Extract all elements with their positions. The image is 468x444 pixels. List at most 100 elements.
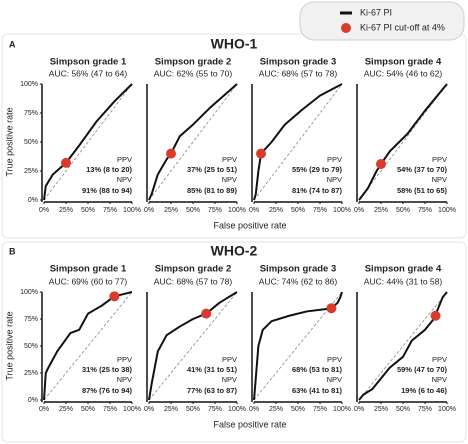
x-tick-label: 0%	[354, 406, 364, 413]
panel-letter: A	[9, 39, 16, 49]
roc-curve	[253, 83, 343, 201]
x-tick-label: 75%	[313, 406, 327, 413]
panel-frame	[1, 241, 467, 443]
y-tick-label: 100%	[20, 289, 38, 296]
subplot-title: Simpson grade 1	[50, 264, 127, 275]
x-tick-label: 100%	[228, 207, 246, 214]
npv-value: 91% (88 to 94)	[82, 186, 133, 195]
x-tick-label: 25%	[59, 406, 73, 413]
panel-frame	[1, 33, 467, 239]
subplot-title: Simpson grade 1	[50, 57, 127, 68]
x-tick-label: 75%	[103, 207, 117, 214]
ppv-value: 55% (29 to 79)	[292, 165, 343, 174]
npv-label: NPV	[432, 175, 447, 184]
x-tick-label: 0%	[144, 406, 154, 413]
subplot-title: Simpson grade 3	[260, 264, 337, 275]
x-axis-label: False positive rate	[213, 419, 286, 429]
ppv-value: 41% (31 to 51)	[187, 365, 238, 374]
x-tick-label: 50%	[396, 406, 410, 413]
panel-title: WHO-2	[211, 243, 258, 259]
y-tick-label: 25%	[24, 370, 38, 377]
x-tick-label: 25%	[59, 207, 73, 214]
panel-letter: B	[9, 246, 16, 256]
ppv-value: 59% (47 to 70)	[397, 365, 448, 374]
subplot-title: Simpson grade 2	[155, 264, 232, 275]
npv-value: 58% (51 to 65)	[397, 186, 448, 195]
ppv-value: 37% (25 to 51)	[187, 165, 238, 174]
ppv-value: 31% (25 to 38)	[82, 365, 133, 374]
auc-label: AUC: 56% (47 to 64)	[49, 68, 128, 78]
roc-curve	[43, 83, 133, 201]
npv-label: NPV	[432, 375, 447, 384]
npv-value: 77% (63 to 87)	[187, 386, 238, 395]
x-tick-label: 75%	[418, 207, 432, 214]
auc-label: AUC: 54% (46 to 62)	[364, 68, 443, 78]
ppv-label: PPV	[327, 155, 342, 164]
x-tick-label: 50%	[81, 207, 95, 214]
npv-value: 81% (74 to 87)	[292, 186, 343, 195]
reference-diagonal	[148, 291, 238, 401]
x-tick-label: 0%	[39, 207, 49, 214]
ppv-label: PPV	[222, 155, 237, 164]
cutoff-point	[61, 157, 71, 168]
x-tick-label: 25%	[269, 207, 283, 214]
cutoff-point	[430, 310, 441, 321]
y-tick-label: 75%	[24, 110, 38, 117]
cutoff-point	[109, 291, 120, 302]
x-tick-label: 100%	[228, 406, 246, 413]
x-tick-label: 0%	[354, 207, 364, 214]
roc-curve	[148, 291, 238, 401]
auc-label: AUC: 44% (31 to 58)	[364, 276, 443, 286]
y-tick-label: 0%	[28, 197, 38, 204]
ppv-value: 54% (37 to 70)	[397, 165, 448, 174]
legend-label: Ki-67 PI	[360, 7, 392, 17]
x-tick-label: 0%	[39, 406, 49, 413]
y-tick-label: 0%	[28, 397, 38, 404]
npv-label: NPV	[117, 175, 132, 184]
cutoff-point	[201, 308, 212, 319]
x-tick-label: 50%	[186, 406, 200, 413]
y-tick-label: 75%	[24, 316, 38, 323]
auc-label: AUC: 74% (62 to 86)	[259, 276, 338, 286]
reference-diagonal	[148, 83, 238, 201]
ppv-label: PPV	[117, 355, 132, 364]
x-tick-label: 0%	[249, 207, 259, 214]
x-tick-label: 50%	[81, 406, 95, 413]
x-tick-label: 50%	[291, 406, 305, 413]
x-tick-label: 100%	[123, 207, 141, 214]
y-tick-label: 50%	[24, 139, 38, 146]
roc-curve	[358, 83, 448, 201]
subplot-title: Simpson grade 4	[365, 264, 442, 275]
npv-label: NPV	[222, 375, 237, 384]
auc-label: AUC: 68% (57 to 78)	[154, 276, 233, 286]
x-tick-label: 75%	[208, 207, 222, 214]
x-tick-label: 100%	[333, 406, 351, 413]
y-tick-label: 50%	[24, 343, 38, 350]
legend-point	[341, 23, 351, 33]
panel-title: WHO-1	[211, 36, 258, 52]
x-tick-label: 25%	[164, 406, 178, 413]
x-tick-label: 0%	[249, 406, 259, 413]
x-tick-label: 50%	[291, 207, 305, 214]
reference-diagonal	[43, 291, 133, 401]
subplot-title: Simpson grade 2	[155, 57, 232, 68]
x-tick-label: 100%	[438, 406, 456, 413]
ppv-label: PPV	[432, 155, 447, 164]
x-tick-label: 100%	[438, 207, 456, 214]
auc-label: AUC: 69% (60 to 77)	[49, 276, 128, 286]
x-tick-label: 50%	[396, 207, 410, 214]
x-tick-label: 75%	[313, 207, 327, 214]
x-tick-label: 50%	[186, 207, 200, 214]
npv-value: 87% (76 to 94)	[82, 386, 133, 395]
x-tick-label: 75%	[208, 406, 222, 413]
auc-label: AUC: 68% (57 to 78)	[259, 68, 338, 78]
y-axis-label: True positive rate	[4, 311, 14, 380]
npv-value: 63% (41 to 81)	[292, 386, 343, 395]
x-axis-label: False positive rate	[213, 220, 286, 230]
x-tick-label: 25%	[374, 207, 388, 214]
npv-value: 85% (81 to 89)	[187, 186, 238, 195]
auc-label: AUC: 62% (55 to 70)	[154, 68, 233, 78]
npv-label: NPV	[327, 175, 342, 184]
x-tick-label: 25%	[269, 406, 283, 413]
reference-diagonal	[358, 291, 448, 401]
